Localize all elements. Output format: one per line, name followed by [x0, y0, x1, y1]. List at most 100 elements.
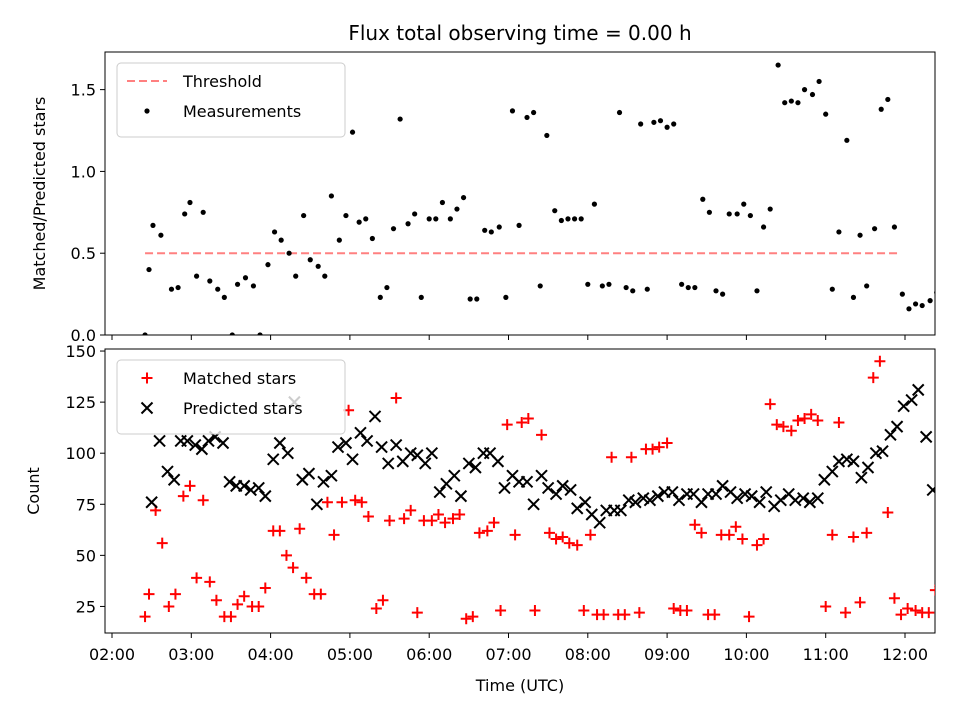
matched-star-point — [882, 506, 894, 518]
matched-star-point — [633, 607, 645, 619]
predicted-star-point — [302, 467, 316, 480]
measurement-point — [496, 224, 502, 230]
measurement-point — [552, 208, 558, 214]
matched-star-point — [854, 596, 866, 608]
measurement-point — [524, 114, 530, 121]
measurement-point — [433, 216, 439, 222]
x-tick-label: 04:00 — [248, 645, 294, 664]
measurement-point — [377, 294, 383, 300]
matched-star-point — [895, 609, 907, 621]
measurement-point — [685, 284, 691, 291]
measurement-point — [315, 263, 321, 269]
predicted-star-point — [760, 485, 773, 499]
matched-star-point — [439, 517, 451, 529]
matched-star-point — [328, 529, 340, 541]
measurement-point — [664, 124, 670, 130]
matched-star-point — [225, 611, 237, 623]
measurement-point — [343, 212, 349, 219]
predicted-star-point — [919, 430, 933, 444]
matched-star-point — [695, 527, 707, 539]
matched-star-point — [910, 605, 922, 617]
matched-star-point — [398, 513, 410, 525]
measurement-point — [207, 278, 213, 284]
measurement-point — [278, 237, 284, 243]
y-tick-label: 0.0 — [71, 326, 96, 345]
matched-star-point — [777, 421, 789, 433]
matched-star-point — [336, 496, 348, 508]
predicted-star-point — [469, 461, 482, 474]
predicted-star-point — [716, 479, 729, 493]
matched-star-point — [280, 549, 292, 561]
matched-star-point — [516, 417, 528, 429]
predicted-star-point — [195, 442, 209, 456]
matched-star-point — [653, 441, 665, 453]
matched-star-point — [681, 605, 693, 617]
measurement-point — [356, 219, 362, 225]
matched-star-point — [723, 529, 735, 541]
matched-star-point — [501, 419, 513, 431]
legend-predicted-swatch — [140, 401, 154, 415]
measurement-point — [692, 284, 698, 291]
predicted-star-point — [847, 455, 860, 468]
matched-star-point — [460, 613, 472, 625]
measurement-point — [782, 100, 788, 106]
legend-box — [116, 62, 346, 138]
matched-star-point — [543, 527, 555, 539]
measurement-point — [454, 206, 460, 212]
measurement-point — [193, 273, 200, 279]
measurement-point — [215, 286, 221, 292]
predicted-star-point — [259, 489, 272, 503]
y-tick-label: 100 — [65, 444, 96, 463]
matched-star-point — [536, 429, 548, 441]
predicted-star-point — [382, 457, 395, 470]
matched-star-point — [751, 539, 763, 551]
predicted-star-point — [937, 578, 948, 589]
axes-frame — [104, 51, 936, 336]
measurement-point — [307, 257, 313, 263]
matched-star-point — [405, 504, 417, 516]
measurement-point — [872, 226, 878, 232]
measurement-point — [146, 266, 152, 273]
measurement-point — [447, 216, 453, 222]
predicted-star-point — [153, 434, 166, 448]
measurement-point — [927, 298, 933, 304]
legend-matched-swatch — [141, 372, 153, 384]
measurement-point — [857, 232, 863, 238]
measurement-point — [638, 121, 644, 127]
predicted-star-point — [797, 491, 810, 505]
predicted-star-point — [535, 469, 548, 482]
x-tick-label: 02:00 — [89, 645, 135, 664]
measurement-point — [369, 235, 375, 242]
plot-area — [142, 62, 935, 335]
measurement-point — [760, 224, 767, 230]
matched-star-point — [709, 609, 721, 621]
predicted-star-point — [181, 434, 194, 448]
x-tick-label: 06:00 — [406, 645, 452, 664]
measurement-point — [767, 206, 773, 212]
measurement-point — [187, 199, 193, 206]
matched-star-point — [805, 408, 817, 420]
measurement-point — [616, 109, 623, 116]
predicted-star-point — [826, 465, 839, 478]
measurement-point — [823, 111, 829, 117]
predicted-star-point — [167, 473, 181, 486]
predicted-star-point — [774, 493, 787, 507]
matched-star-point — [432, 508, 444, 520]
top-panel: 0.0 0.5 1.0 1.5 Matched/Predicted stars Thres… — [30, 51, 936, 345]
legend-label: Measurements — [183, 102, 301, 121]
predicted-star-point — [425, 446, 439, 460]
measurement-point — [200, 209, 206, 215]
matched-star-point — [758, 533, 770, 545]
measurement-point — [878, 106, 884, 112]
predicted-star-point — [730, 491, 744, 505]
predicted-star-point — [556, 479, 569, 493]
matched-star-point — [792, 415, 804, 427]
measurement-point — [426, 216, 432, 222]
matched-star-point — [771, 419, 783, 431]
predicted-star-point — [578, 496, 592, 509]
measurement-point — [912, 301, 919, 307]
matched-star-point — [294, 523, 306, 535]
legend: Threshold Measurements — [116, 62, 346, 138]
predicted-star-point — [905, 393, 918, 407]
